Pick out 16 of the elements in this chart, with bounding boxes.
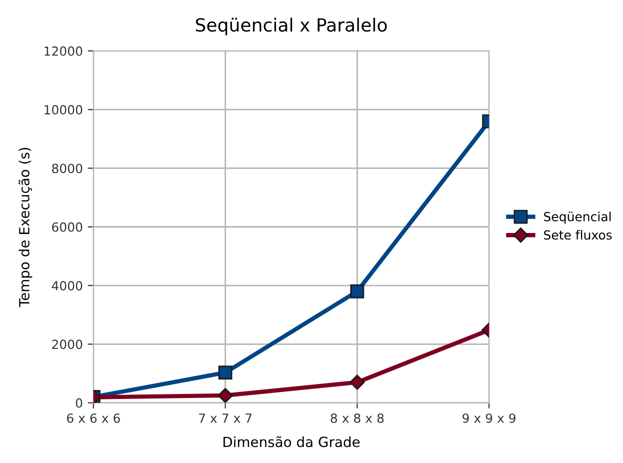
x-tick-label: 8 x 8 x 8	[330, 413, 384, 423]
chart-title: Seqüencial x Paralelo	[196, 18, 387, 36]
x-axis-title: Dimensão da Grade	[224, 436, 360, 448]
legend-label: Sete fluxos	[544, 230, 612, 240]
x-tick-label: 6 x 6 x 6	[67, 413, 120, 423]
y-tick-label: 0	[76, 398, 82, 408]
y-tick-label: 10000	[44, 105, 82, 115]
x-tick-label: 9 x 9 x 9	[462, 413, 516, 423]
legend-label: Seqüencial	[544, 212, 611, 224]
y-tick-label: 8000	[52, 164, 82, 174]
y-tick-label: 2000	[52, 340, 82, 350]
y-tick-label: 4000	[52, 280, 82, 290]
y-tick-label: 6000	[52, 222, 82, 232]
y-axis-title: Tempo de Execução (s)	[18, 148, 32, 308]
y-tick-label: 12000	[44, 46, 82, 56]
x-tick-label: 7 x 7 x 7	[199, 414, 252, 423]
